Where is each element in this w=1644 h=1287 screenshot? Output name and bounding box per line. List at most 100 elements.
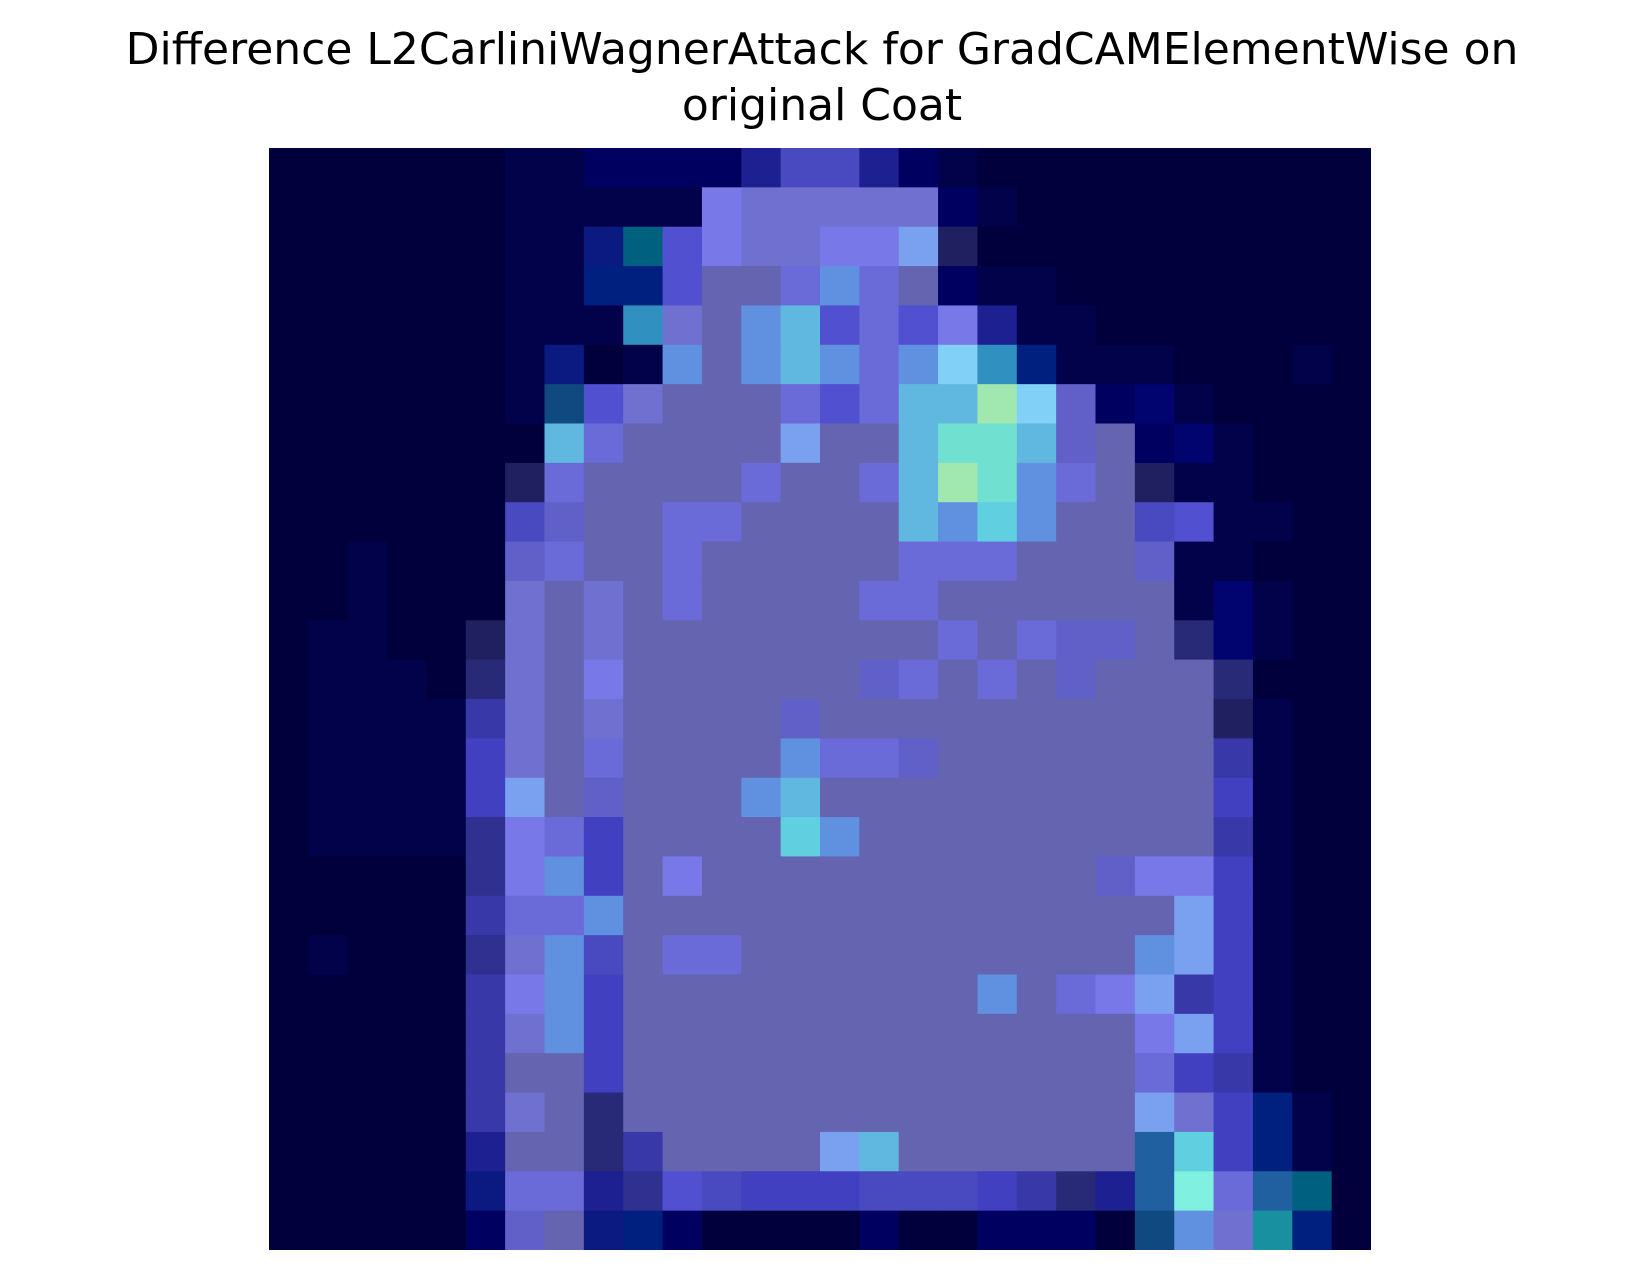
- heatmap-cell: [662, 895, 703, 936]
- heatmap-cell: [1292, 1210, 1333, 1250]
- heatmap-cell: [1016, 699, 1057, 739]
- heatmap-cell: [1016, 266, 1057, 307]
- heatmap-cell: [308, 1210, 349, 1250]
- heatmap-cell: [1095, 502, 1136, 543]
- heatmap-cell: [1174, 777, 1215, 818]
- heatmap-cell: [269, 580, 309, 621]
- heatmap-cell: [1292, 1131, 1333, 1172]
- heatmap-cell: [465, 856, 506, 897]
- heatmap-cell: [505, 935, 546, 976]
- heatmap-cells: [269, 148, 1371, 1250]
- heatmap-cell: [780, 1092, 821, 1133]
- heatmap-cell: [1056, 935, 1097, 976]
- heatmap-cell: [544, 344, 585, 385]
- heatmap-cell: [1174, 1013, 1215, 1054]
- heatmap-cell: [465, 580, 506, 621]
- heatmap-cell: [308, 187, 349, 228]
- heatmap-cell: [623, 344, 664, 385]
- heatmap-cell: [387, 974, 428, 1015]
- heatmap-cell: [977, 1013, 1018, 1054]
- heatmap-cell: [1174, 187, 1215, 228]
- heatmap-cell: [505, 1053, 546, 1094]
- heatmap-cell: [308, 1092, 349, 1133]
- heatmap-cell: [1174, 738, 1215, 779]
- heatmap-cell: [977, 384, 1018, 425]
- heatmap-cell: [465, 344, 506, 385]
- heatmap-cell: [1095, 423, 1136, 464]
- heatmap-cell: [505, 738, 546, 779]
- heatmap-cell: [662, 502, 703, 543]
- heatmap-cell: [1292, 620, 1333, 661]
- heatmap-cell: [780, 620, 821, 661]
- heatmap-cell: [820, 541, 860, 582]
- heatmap-cell: [977, 266, 1018, 307]
- heatmap-cell: [1134, 620, 1175, 661]
- heatmap-cell: [1292, 148, 1333, 188]
- heatmap-cell: [1252, 856, 1293, 897]
- heatmap-cell: [1016, 1210, 1057, 1250]
- heatmap-cell: [898, 974, 939, 1015]
- heatmap-cell: [505, 541, 546, 582]
- heatmap-cell: [505, 1171, 546, 1212]
- heatmap-cell: [1016, 502, 1057, 543]
- heatmap-cell: [308, 384, 349, 425]
- heatmap-cell: [465, 659, 506, 700]
- heatmap-cell: [308, 974, 349, 1015]
- heatmap-cell: [347, 1131, 388, 1172]
- heatmap-cell: [1252, 344, 1293, 385]
- heatmap-cell: [387, 817, 428, 858]
- heatmap-cell: [544, 659, 585, 700]
- heatmap-cell: [544, 895, 585, 936]
- heatmap-cell: [1252, 305, 1293, 346]
- heatmap-cell: [859, 777, 900, 818]
- heatmap-cell: [465, 699, 506, 739]
- heatmap-cell: [426, 935, 467, 976]
- heatmap-cell: [1292, 226, 1333, 267]
- heatmap-cell: [1252, 895, 1293, 936]
- heatmap-cell: [701, 895, 742, 936]
- heatmap-cell: [505, 1092, 546, 1133]
- heatmap-cell: [623, 1013, 664, 1054]
- heatmap-cell: [859, 187, 900, 228]
- heatmap-cell: [465, 1092, 506, 1133]
- heatmap-cell: [1213, 305, 1254, 346]
- heatmap-cell: [1174, 856, 1215, 897]
- heatmap-cell: [465, 462, 506, 503]
- heatmap-cell: [701, 384, 742, 425]
- heatmap-cell: [820, 620, 860, 661]
- heatmap-cell: [1134, 1131, 1175, 1172]
- heatmap-cell: [820, 1171, 860, 1212]
- heatmap-cell: [623, 266, 664, 307]
- heatmap-cell: [308, 738, 349, 779]
- heatmap-cell: [1056, 384, 1097, 425]
- heatmap-cell: [269, 148, 309, 188]
- heatmap-cell: [1056, 1210, 1097, 1250]
- heatmap-cell: [347, 384, 388, 425]
- heatmap-cell: [465, 1131, 506, 1172]
- heatmap-cell: [269, 344, 309, 385]
- heatmap-cell: [938, 580, 979, 621]
- heatmap-cell: [269, 462, 309, 503]
- heatmap-cell: [938, 620, 979, 661]
- heatmap-cell: [701, 580, 742, 621]
- heatmap-cell: [544, 974, 585, 1015]
- heatmap-cell: [1174, 266, 1215, 307]
- heatmap-cell: [820, 148, 860, 188]
- heatmap-cell: [269, 817, 309, 858]
- heatmap-cell: [544, 1092, 585, 1133]
- heatmap-cell: [1331, 1053, 1371, 1094]
- heatmap-cell: [308, 1171, 349, 1212]
- heatmap-cell: [938, 974, 979, 1015]
- heatmap-cell: [1174, 620, 1215, 661]
- heatmap-cell: [426, 659, 467, 700]
- heatmap-cell: [583, 1053, 624, 1094]
- heatmap-cell: [1095, 580, 1136, 621]
- heatmap-cell: [544, 935, 585, 976]
- heatmap-cell: [1213, 1053, 1254, 1094]
- heatmap-cell: [308, 699, 349, 739]
- heatmap-cell: [820, 1131, 860, 1172]
- heatmap-cell: [859, 974, 900, 1015]
- heatmap-cell: [1056, 1171, 1097, 1212]
- heatmap-cell: [583, 1131, 624, 1172]
- heatmap-cell: [1292, 738, 1333, 779]
